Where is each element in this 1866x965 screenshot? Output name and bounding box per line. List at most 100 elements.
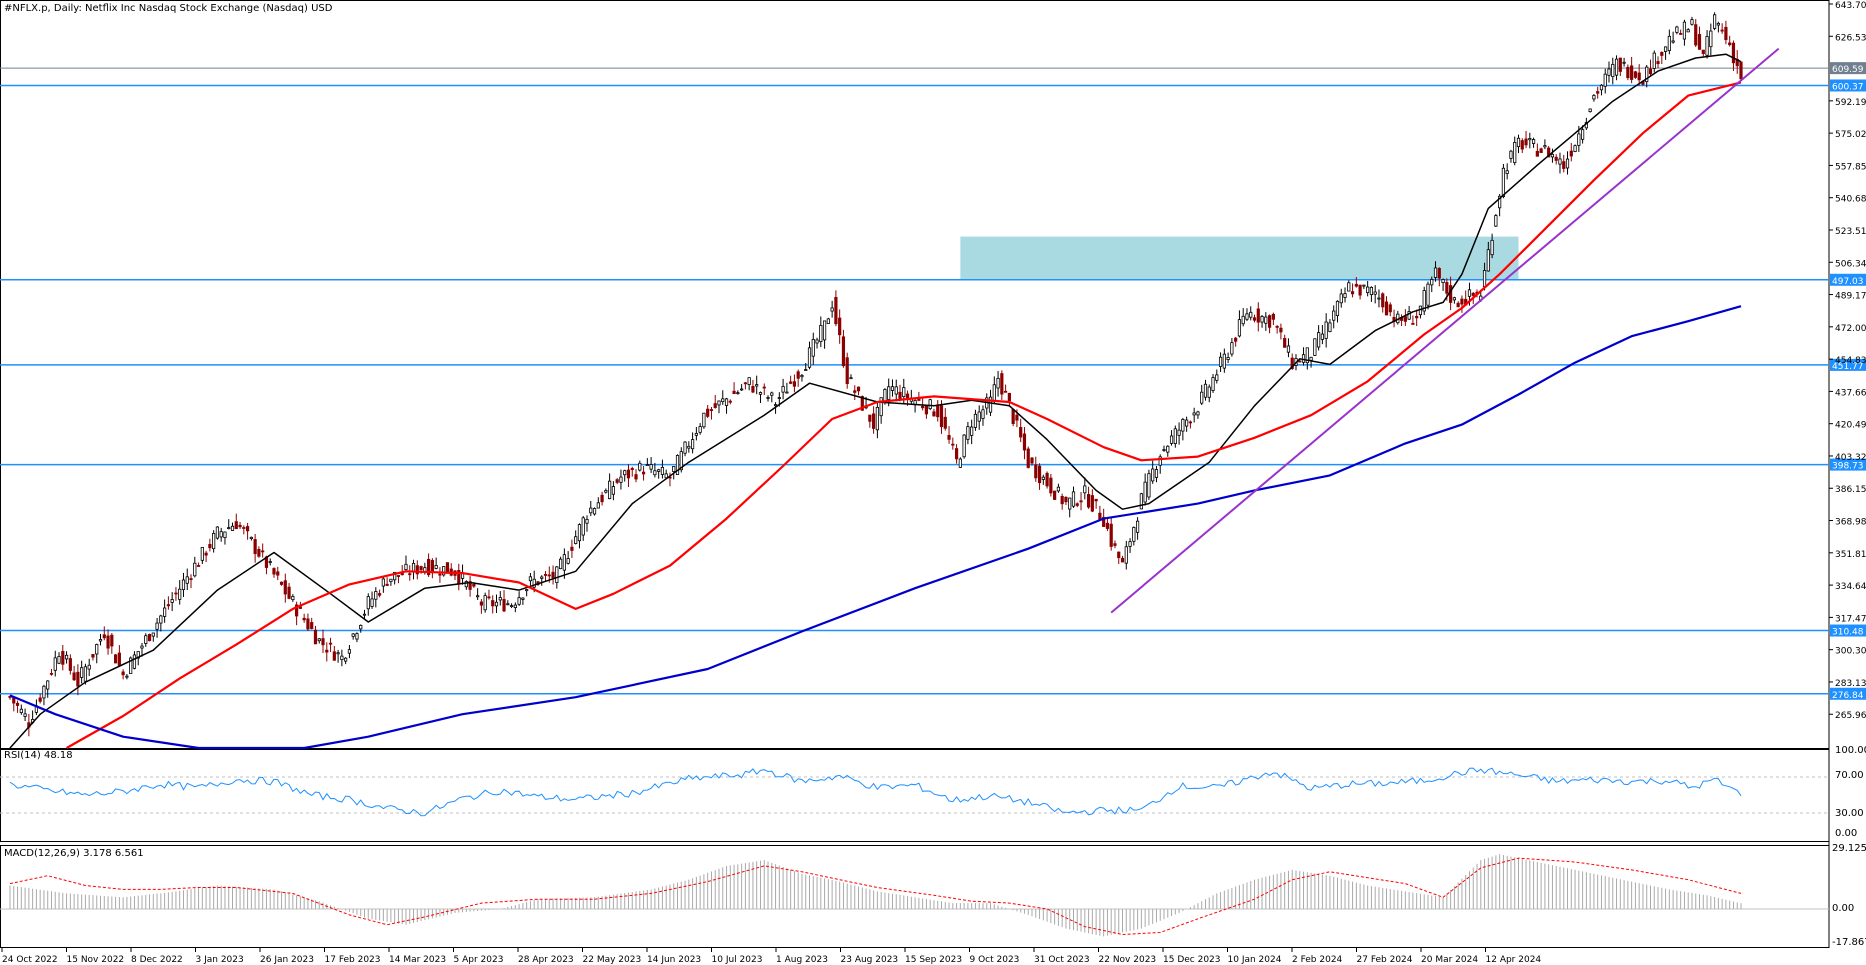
x-tick-label: 15 Nov 2022 (67, 955, 125, 965)
candle-body (887, 386, 891, 400)
candle-body (687, 445, 691, 449)
candle-body (1041, 476, 1045, 480)
candle-body (898, 391, 902, 400)
candle-body (1347, 282, 1351, 292)
candle-body (619, 476, 623, 483)
candle-body (1705, 36, 1709, 56)
candle-body (1675, 26, 1679, 33)
candle-body (562, 554, 566, 571)
candle-body (559, 558, 563, 570)
candle-body (1279, 327, 1283, 333)
candle-body (325, 649, 329, 653)
candle-body (1720, 29, 1724, 32)
candle-body (227, 527, 231, 530)
x-tick-label: 14 Mar 2023 (389, 955, 446, 965)
candle-body (879, 397, 883, 417)
candle-body (781, 386, 785, 393)
candle-body (792, 381, 797, 387)
candle-body (396, 575, 401, 577)
candle-body (151, 632, 155, 637)
candle-body (755, 384, 759, 387)
candle-body (954, 448, 959, 460)
x-tick-label: 15 Sep 2023 (905, 955, 962, 965)
candle-body (1037, 465, 1042, 484)
x-tick-label: 22 Nov 2023 (1099, 955, 1157, 965)
candle-body (1648, 68, 1653, 75)
candle-body (1739, 61, 1743, 80)
candle-body (1449, 285, 1453, 303)
candle-body (1415, 315, 1419, 319)
candle-body (1471, 292, 1475, 296)
candle-body (758, 392, 763, 395)
candle-body (717, 400, 721, 406)
x-tick-label: 17 Feb 2023 (325, 955, 381, 965)
candle-body (958, 458, 962, 468)
candle-body (1528, 138, 1532, 141)
y-tick-label: 472.00 (1835, 324, 1866, 334)
candle-body (106, 635, 110, 649)
candle-body (1203, 383, 1208, 398)
candle-body (42, 685, 46, 699)
y-tick-label: 592.19 (1835, 98, 1866, 108)
level-label-bg (1830, 273, 1866, 286)
candle-body (1230, 342, 1234, 355)
candle-body (1298, 360, 1302, 363)
candle-body (951, 443, 955, 446)
candle-body (1562, 161, 1566, 169)
candle-body (1275, 325, 1279, 328)
candle-body (1120, 557, 1125, 563)
candle-body (355, 633, 359, 640)
x-tick-label: 22 May 2023 (583, 955, 642, 965)
candle-body (694, 432, 698, 436)
candle-body (181, 579, 186, 591)
candle-body (804, 369, 808, 371)
candle-body (709, 409, 714, 411)
candle-body (1022, 433, 1027, 451)
x-tick-label: 9 Oct 2023 (970, 955, 1020, 965)
y-tick-label: 368.98 (1835, 518, 1866, 528)
candle-body (1558, 158, 1562, 165)
candle-body (581, 517, 585, 536)
candle-body (1185, 419, 1189, 427)
level-label: 497.03 (1832, 277, 1864, 287)
candle-body (1535, 150, 1539, 157)
candle-body (1049, 477, 1053, 494)
candle-body (630, 468, 634, 470)
candle-body (1060, 495, 1064, 505)
candle-body (1249, 311, 1253, 318)
candle-body (98, 639, 103, 642)
candle-body (64, 654, 69, 660)
candle-body (245, 526, 250, 532)
macd-panel-frame (0, 845, 1830, 948)
candle-body (1626, 66, 1630, 79)
candle-body (1701, 49, 1705, 54)
candle-body (664, 473, 668, 479)
candle-body (1377, 297, 1381, 300)
candle-body (1381, 293, 1385, 308)
candle-body (38, 697, 42, 702)
candle-body (1660, 52, 1664, 56)
candle-body (1490, 239, 1494, 256)
candle-body (1169, 435, 1174, 444)
candle-body (1622, 61, 1626, 64)
candle-body (144, 635, 148, 644)
candle-body (1531, 139, 1536, 144)
macd-y-label: -17.867 (1832, 937, 1866, 948)
candle-body (1656, 61, 1660, 65)
candle-body (272, 568, 276, 575)
candle-body (807, 347, 812, 368)
current-price-label: 609.59 (1832, 65, 1864, 75)
x-tick-label: 2 Feb 2024 (1292, 955, 1343, 965)
chart-title: #NFLX.p, Daily: Netflix Inc Nasdaq Stock… (4, 3, 333, 14)
candle-body (1679, 33, 1683, 35)
candle-body (1328, 322, 1332, 333)
candle-body (1362, 284, 1366, 287)
candle-body (1482, 270, 1487, 287)
candle-body (464, 581, 468, 588)
candle-body (634, 474, 638, 480)
candle-body (472, 583, 476, 587)
candle-body (389, 578, 393, 583)
y-tick-label: 317.47 (1835, 614, 1866, 624)
candle-body (1196, 411, 1200, 416)
